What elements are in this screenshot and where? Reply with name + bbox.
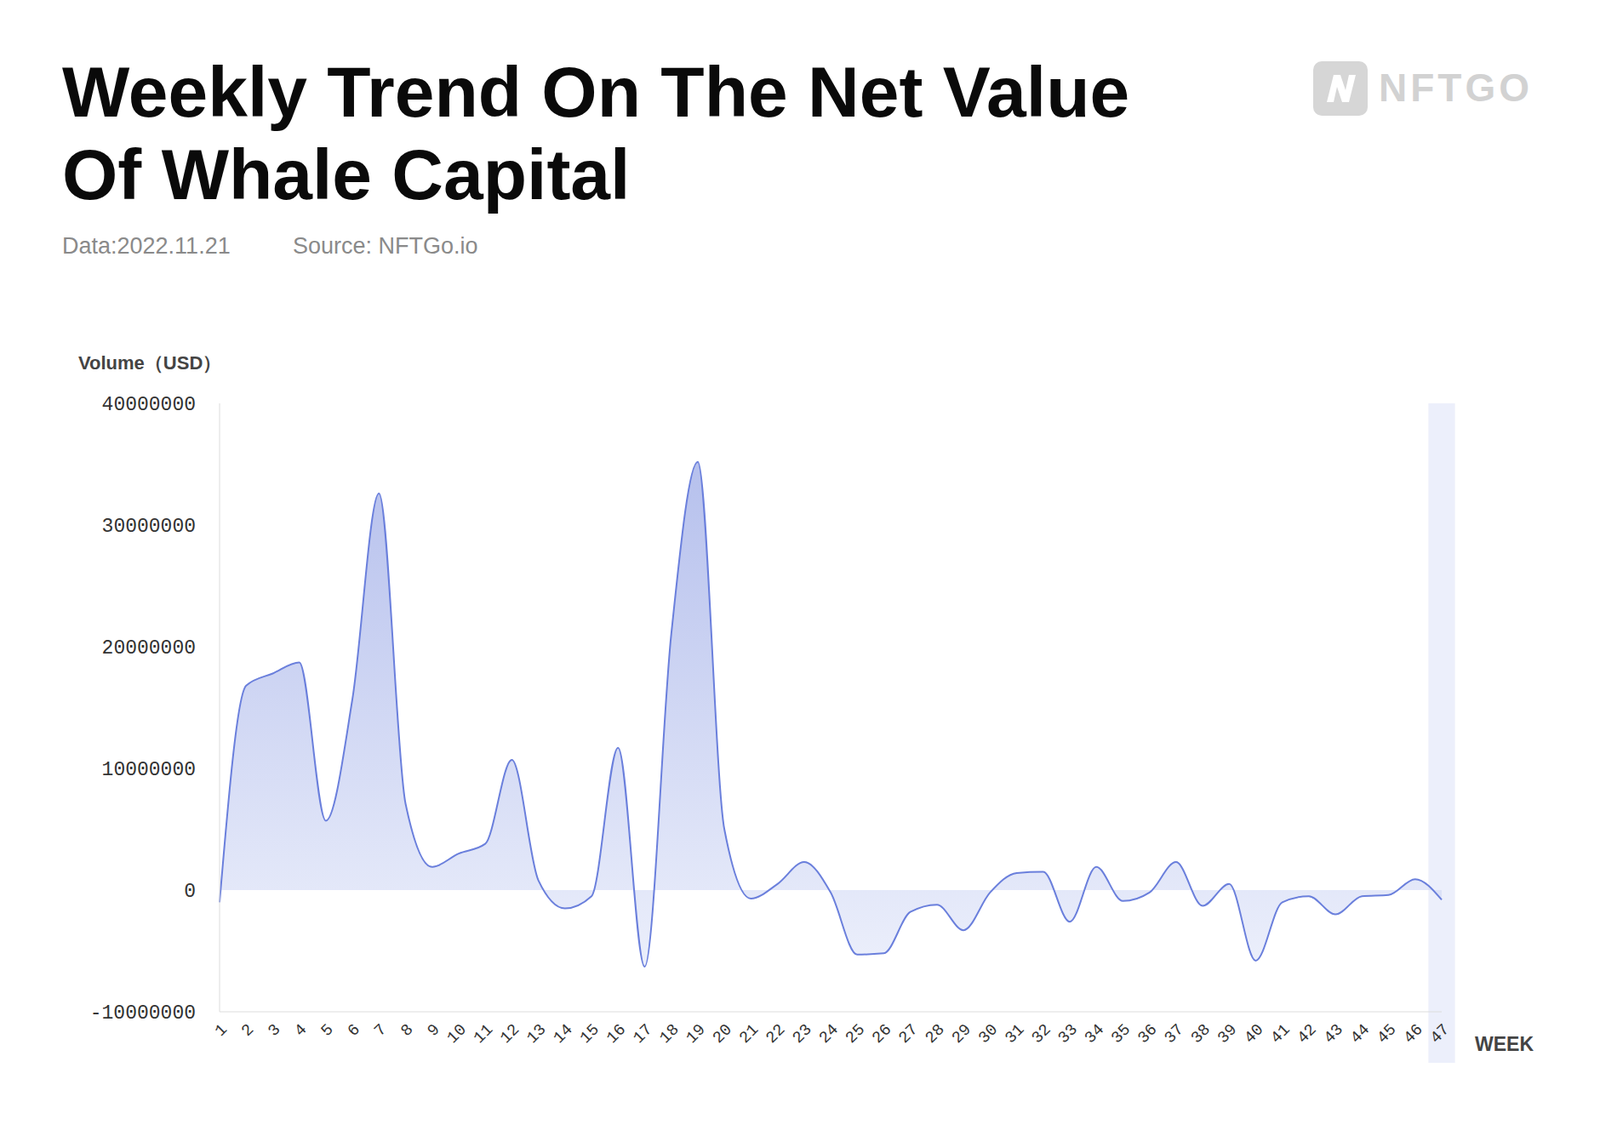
svg-text:25: 25 (841, 1020, 869, 1048)
svg-text:21: 21 (735, 1020, 763, 1048)
svg-text:37: 37 (1160, 1020, 1189, 1048)
svg-text:38: 38 (1187, 1020, 1215, 1048)
svg-text:29: 29 (948, 1020, 976, 1048)
svg-text:19: 19 (682, 1020, 710, 1048)
svg-text:1: 1 (211, 1020, 232, 1041)
svg-text:28: 28 (921, 1020, 949, 1048)
svg-text:11: 11 (469, 1020, 498, 1048)
svg-text:44: 44 (1346, 1020, 1374, 1048)
svg-text:15: 15 (576, 1020, 604, 1048)
svg-text:23: 23 (788, 1020, 817, 1048)
html-text:NFTGO: NFTGO (1378, 65, 1533, 110)
html-text:Volume（USD）: Volume（USD） (78, 352, 222, 374)
html-text:WEEK: WEEK (1474, 1033, 1534, 1056)
svg-text:30000000: 30000000 (102, 515, 196, 538)
svg-text:20000000: 20000000 (102, 637, 196, 660)
svg-text:14: 14 (549, 1020, 578, 1048)
svg-text:30: 30 (974, 1020, 1002, 1048)
svg-text:43: 43 (1320, 1020, 1348, 1048)
svg-text:22: 22 (762, 1020, 790, 1048)
svg-text:46: 46 (1400, 1020, 1428, 1048)
svg-text:13: 13 (523, 1020, 551, 1048)
svg-text:0: 0 (183, 880, 196, 903)
svg-text:12: 12 (496, 1020, 524, 1048)
svg-text:10: 10 (443, 1020, 471, 1048)
svg-text:24: 24 (815, 1020, 843, 1048)
svg-text:26: 26 (868, 1020, 897, 1048)
svg-text:2: 2 (237, 1020, 258, 1041)
svg-text:41: 41 (1267, 1020, 1295, 1048)
svg-text:5: 5 (317, 1020, 338, 1041)
svg-text:42: 42 (1293, 1020, 1321, 1048)
svg-text:33: 33 (1054, 1020, 1082, 1048)
svg-text:20: 20 (708, 1020, 737, 1048)
svg-text:32: 32 (1028, 1020, 1056, 1048)
svg-text:6: 6 (343, 1020, 365, 1041)
svg-text:40000000: 40000000 (102, 394, 196, 417)
svg-text:4: 4 (291, 1020, 312, 1041)
svg-text:-10000000: -10000000 (90, 1002, 196, 1025)
svg-text:9: 9 (423, 1020, 445, 1041)
svg-text:10000000: 10000000 (102, 759, 196, 782)
svg-text:34: 34 (1080, 1020, 1109, 1048)
svg-text:7: 7 (370, 1020, 391, 1041)
svg-text:47: 47 (1426, 1020, 1454, 1048)
html-text:Weekly Trend On The Net Value: Weekly Trend On The Net Value Of Whale C… (62, 51, 1130, 215)
html-text:Data:2022.11.21: Data:2022.11.21 (62, 233, 231, 259)
svg-text:18: 18 (656, 1020, 684, 1048)
svg-text:8: 8 (397, 1020, 418, 1041)
svg-text:35: 35 (1107, 1020, 1135, 1048)
svg-text:3: 3 (264, 1020, 286, 1041)
svg-text:36: 36 (1134, 1020, 1162, 1048)
svg-text:31: 31 (1001, 1020, 1029, 1048)
html-text:Source: NFTGo.io: Source: NFTGo.io (292, 233, 478, 259)
svg-text:16: 16 (602, 1020, 630, 1048)
svg-text:45: 45 (1373, 1020, 1401, 1048)
svg-text:27: 27 (895, 1020, 923, 1048)
svg-text:17: 17 (629, 1020, 658, 1048)
svg-text:39: 39 (1213, 1020, 1241, 1048)
svg-text:40: 40 (1240, 1020, 1269, 1048)
